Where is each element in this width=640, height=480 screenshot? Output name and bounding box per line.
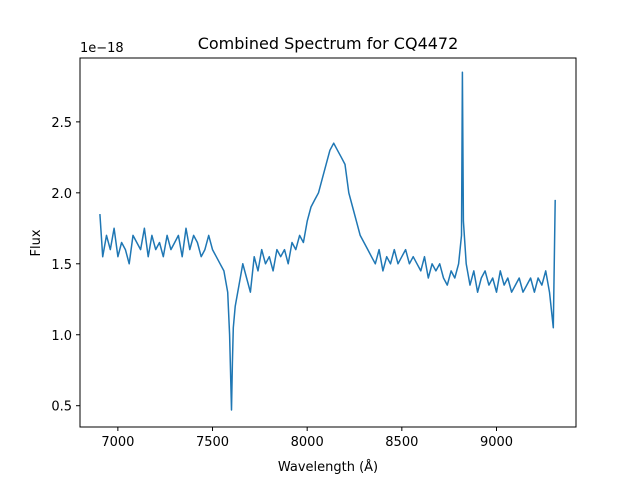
x-axis-title: Wavelength (Å) — [278, 459, 378, 475]
x-tick-label: 8500 — [385, 435, 418, 450]
y-tick-label: 1.0 — [51, 329, 72, 344]
plot-background — [80, 58, 576, 427]
x-tick-label: 7000 — [101, 435, 134, 450]
x-tick-label: 7500 — [196, 435, 229, 450]
y-tick-label: 1.5 — [51, 258, 72, 273]
y-axis-title: Flux — [29, 229, 44, 256]
chart-title: Combined Spectrum for CQ4472 — [198, 34, 459, 53]
x-axis: 7000 7500 8000 8500 9000 — [101, 427, 513, 450]
x-tick-label: 9000 — [480, 435, 513, 450]
y-tick-label: 2.5 — [51, 116, 72, 131]
plot-area — [79, 57, 577, 428]
y-tick-label: 0.5 — [51, 400, 72, 415]
x-tick-label: 8000 — [291, 435, 324, 450]
plot-frame — [79, 57, 577, 428]
y-offset-label: 1e−18 — [80, 41, 124, 56]
series-line — [99, 71, 556, 411]
y-tick-label: 2.0 — [51, 187, 72, 202]
y-axis: 0.5 1.0 1.5 2.0 2.5 — [51, 116, 80, 415]
